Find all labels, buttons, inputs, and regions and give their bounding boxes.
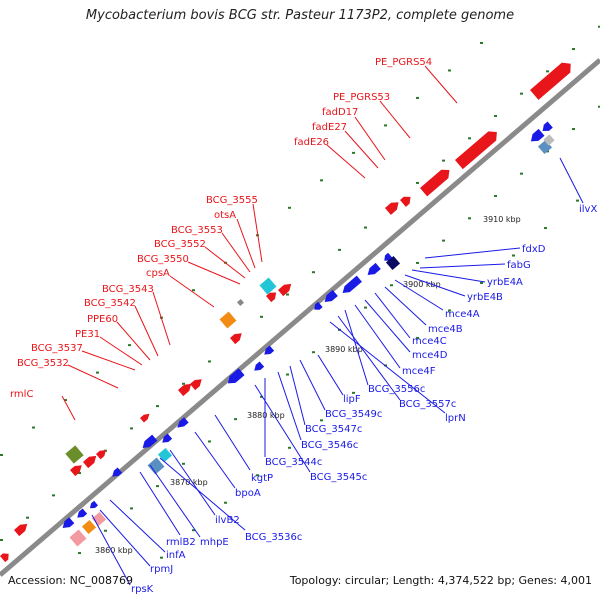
- gene-label-forward: BCG_3543: [102, 284, 154, 295]
- tick-label: 3860 kbp: [95, 546, 133, 555]
- gene-label-forward: BCG_3542: [84, 298, 136, 309]
- gene-label-reverse: infA: [166, 550, 186, 561]
- tick-label: 3880 kbp: [247, 411, 285, 420]
- feature-glyphs: [0, 62, 571, 563]
- gene-label-reverse: BCG_3545c: [310, 472, 367, 483]
- tick-label: 3900 kbp: [403, 280, 441, 289]
- gene-label-forward: BCG_3537: [31, 343, 83, 354]
- reverse-labels: ilvX fdxD fabG yrbE4A yrbE4B mce4A mce4B…: [91, 157, 597, 595]
- gene-label-forward: PE31: [75, 329, 100, 340]
- gene-label-forward: BCG_3555: [206, 195, 258, 206]
- accession-text: Accession: NC_008769: [8, 574, 134, 587]
- gene-label-reverse: BCG_3544c: [265, 457, 322, 468]
- gene-label-reverse: mce4D: [412, 350, 448, 361]
- tick-label: 3890 kbp: [325, 345, 363, 354]
- gene-label-reverse: rpmJ: [150, 564, 173, 575]
- gene-label-forward: fadE26: [294, 137, 329, 148]
- gene-label-forward: BCG_3550: [137, 254, 189, 265]
- gene-label-reverse: fabG: [507, 260, 531, 271]
- gene-label-reverse: mce4A: [445, 309, 480, 320]
- gene-label-forward: BCG_3552: [154, 239, 206, 250]
- gene-label-reverse: BCG_3547c: [305, 424, 362, 435]
- topology-text: Topology: circular; Length: 4,374,522 bp…: [289, 574, 592, 587]
- gene-label-forward: cpsA: [146, 268, 170, 279]
- gene-label-reverse: lprN: [445, 413, 466, 424]
- gene-label-reverse: BCG_3536c: [245, 532, 302, 543]
- gene-label-reverse: lipF: [343, 394, 361, 405]
- tick-label: 3910 kbp: [483, 215, 521, 224]
- gene-label-forward: BCG_3532: [17, 358, 69, 369]
- gene-label-forward: PPE60: [87, 314, 118, 325]
- gene-label-reverse: BCG_3556c: [368, 384, 425, 395]
- gene-label-forward: PE_PGRS53: [333, 92, 390, 103]
- gene-label-reverse: BCG_3549c: [325, 409, 382, 420]
- gene-label-reverse: mce4C: [412, 336, 447, 347]
- gene-label-forward: otsA: [214, 210, 236, 221]
- gene-label-forward: fadE27: [312, 122, 347, 133]
- gene-label-reverse: mce4B: [428, 324, 463, 335]
- gene-label-reverse: fdxD: [522, 244, 546, 255]
- gene-label-reverse: yrbE4B: [467, 292, 503, 303]
- gene-label-reverse: ilvB2: [215, 515, 240, 526]
- map-title: Mycobacterium bovis BCG str. Pasteur 117…: [85, 8, 515, 23]
- gene-label-forward: rmlC: [10, 389, 33, 400]
- gene-label-forward: BCG_3553: [171, 225, 223, 236]
- gene-label-reverse: kgtP: [251, 473, 273, 484]
- gene-label-reverse: rmlB2: [166, 537, 196, 548]
- gene-label-reverse: mhpE: [200, 537, 229, 548]
- forward-labels: PE_PGRS54 PE_PGRS53 fadD17 fadE27 fadE26…: [10, 57, 458, 421]
- gene-label-forward: PE_PGRS54: [375, 57, 432, 68]
- guide-dots: [0, 25, 600, 559]
- gene-label-reverse: rpsK: [131, 584, 154, 595]
- genome-backbone: [0, 58, 600, 577]
- gene-label-reverse: bpoA: [235, 488, 261, 499]
- gene-label-reverse: mce4F: [402, 366, 436, 377]
- gene-label-reverse: ilvX: [579, 204, 597, 215]
- gene-label-reverse: BCG_3557c: [399, 399, 456, 410]
- gene-label-reverse: BCG_3546c: [301, 440, 358, 451]
- gene-label-forward: fadD17: [322, 107, 358, 118]
- gene-label-reverse: yrbE4A: [487, 277, 523, 288]
